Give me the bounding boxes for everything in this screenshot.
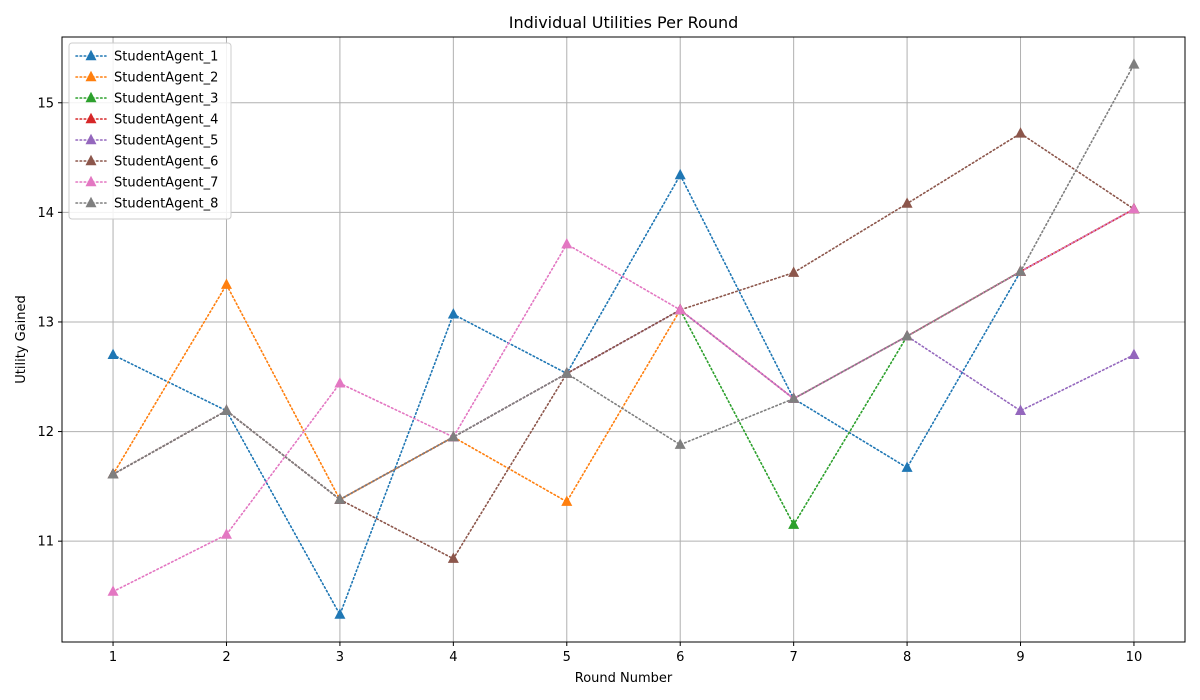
data-point	[220, 278, 232, 289]
series-line	[112, 173, 1135, 617]
data-point	[107, 585, 119, 596]
legend-label: StudentAgent_3	[114, 92, 218, 107]
data-point	[788, 518, 800, 529]
series-StudentAgent_6	[107, 127, 1140, 563]
data-point	[561, 495, 573, 506]
data-point	[561, 237, 573, 249]
data-point	[674, 303, 686, 315]
legend-marker	[85, 49, 97, 61]
legend-item: StudentAgent_3	[75, 91, 218, 107]
data-point	[1015, 404, 1027, 415]
series-line	[112, 208, 1135, 503]
y-axis-label: Utility Gained	[14, 295, 29, 384]
series-line	[112, 63, 1135, 501]
legend-item: StudentAgent_6	[75, 154, 218, 170]
data-point	[561, 367, 573, 378]
legend-marker	[85, 154, 97, 166]
legend-item: StudentAgent_2	[75, 70, 218, 86]
series-line	[112, 208, 1135, 593]
legend-marker	[85, 175, 97, 187]
legend-box	[68, 42, 232, 220]
series-StudentAgent_8	[107, 58, 1140, 504]
y-tick-label: 14	[37, 206, 54, 221]
legend-label: StudentAgent_1	[114, 50, 218, 65]
series-StudentAgent_2	[107, 202, 1140, 506]
x-tick-label: 8	[903, 650, 911, 665]
data-point	[674, 168, 686, 180]
legend-label: StudentAgent_7	[114, 176, 218, 191]
data-point	[334, 377, 346, 388]
y-tick-label: 15	[37, 96, 54, 111]
data-point	[901, 461, 913, 472]
legend-item: StudentAgent_4	[75, 112, 218, 128]
legend-label: StudentAgent_5	[114, 134, 218, 149]
legend-label: StudentAgent_2	[114, 71, 218, 86]
x-tick-label: 7	[790, 650, 798, 665]
legend-marker	[85, 133, 97, 145]
legend-marker	[85, 196, 97, 208]
series-layer	[107, 58, 1140, 619]
chart-title: Individual Utilities Per Round	[509, 13, 739, 32]
legend-marker	[85, 70, 97, 82]
series-StudentAgent_7	[107, 202, 1140, 596]
data-point	[220, 528, 232, 539]
x-tick-label: 5	[563, 650, 571, 665]
data-point	[334, 608, 346, 619]
series-line	[112, 208, 1135, 501]
legend-label: StudentAgent_8	[114, 197, 218, 212]
data-point	[107, 468, 119, 479]
data-point	[334, 493, 346, 504]
data-point	[901, 197, 913, 208]
series-StudentAgent_3	[107, 202, 1140, 529]
data-point	[1015, 127, 1027, 138]
series-StudentAgent_1	[107, 168, 1140, 619]
x-tick-label: 1	[109, 650, 117, 665]
grid	[62, 37, 1185, 642]
data-point	[901, 330, 913, 341]
data-point	[220, 404, 232, 415]
x-tick-label: 10	[1126, 650, 1143, 665]
data-point	[1015, 265, 1027, 276]
data-point	[1128, 58, 1140, 69]
series-line	[112, 208, 1135, 527]
x-axis-label: Round Number	[575, 671, 673, 686]
legend-label: StudentAgent_6	[114, 155, 218, 170]
data-point	[1128, 348, 1140, 360]
data-point	[447, 308, 459, 319]
data-point	[107, 348, 119, 360]
x-tick-label: 2	[222, 650, 230, 665]
legend-item: StudentAgent_5	[75, 133, 218, 149]
legend-item: StudentAgent_7	[75, 175, 218, 191]
legend-marker	[85, 91, 97, 103]
data-point	[447, 552, 459, 563]
legend-marker	[85, 112, 97, 124]
x-tick-label: 6	[676, 650, 684, 665]
x-tick-label: 9	[1016, 650, 1024, 665]
data-point	[447, 430, 459, 442]
series-StudentAgent_4	[107, 202, 1140, 504]
data-point	[788, 392, 800, 403]
legend-item: StudentAgent_1	[75, 49, 218, 65]
x-tick-label: 3	[336, 650, 344, 665]
y-tick-label: 13	[37, 315, 54, 330]
legend: StudentAgent_1 StudentAgent_2 StudentAgent…	[68, 42, 232, 220]
legend-item: StudentAgent_8	[75, 196, 218, 212]
data-point	[674, 438, 686, 449]
y-tick-label: 11	[37, 535, 54, 550]
data-point	[788, 266, 800, 277]
data-point	[1128, 202, 1140, 214]
series-line	[112, 132, 1135, 560]
y-tick-label: 12	[37, 425, 54, 440]
plot-frame	[61, 36, 1186, 643]
x-tick-label: 4	[449, 650, 457, 665]
legend-label: StudentAgent_4	[114, 113, 218, 128]
